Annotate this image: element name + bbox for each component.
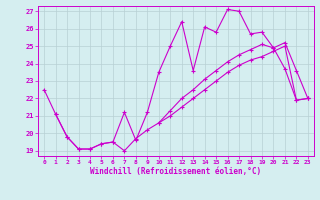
X-axis label: Windchill (Refroidissement éolien,°C): Windchill (Refroidissement éolien,°C) bbox=[91, 167, 261, 176]
